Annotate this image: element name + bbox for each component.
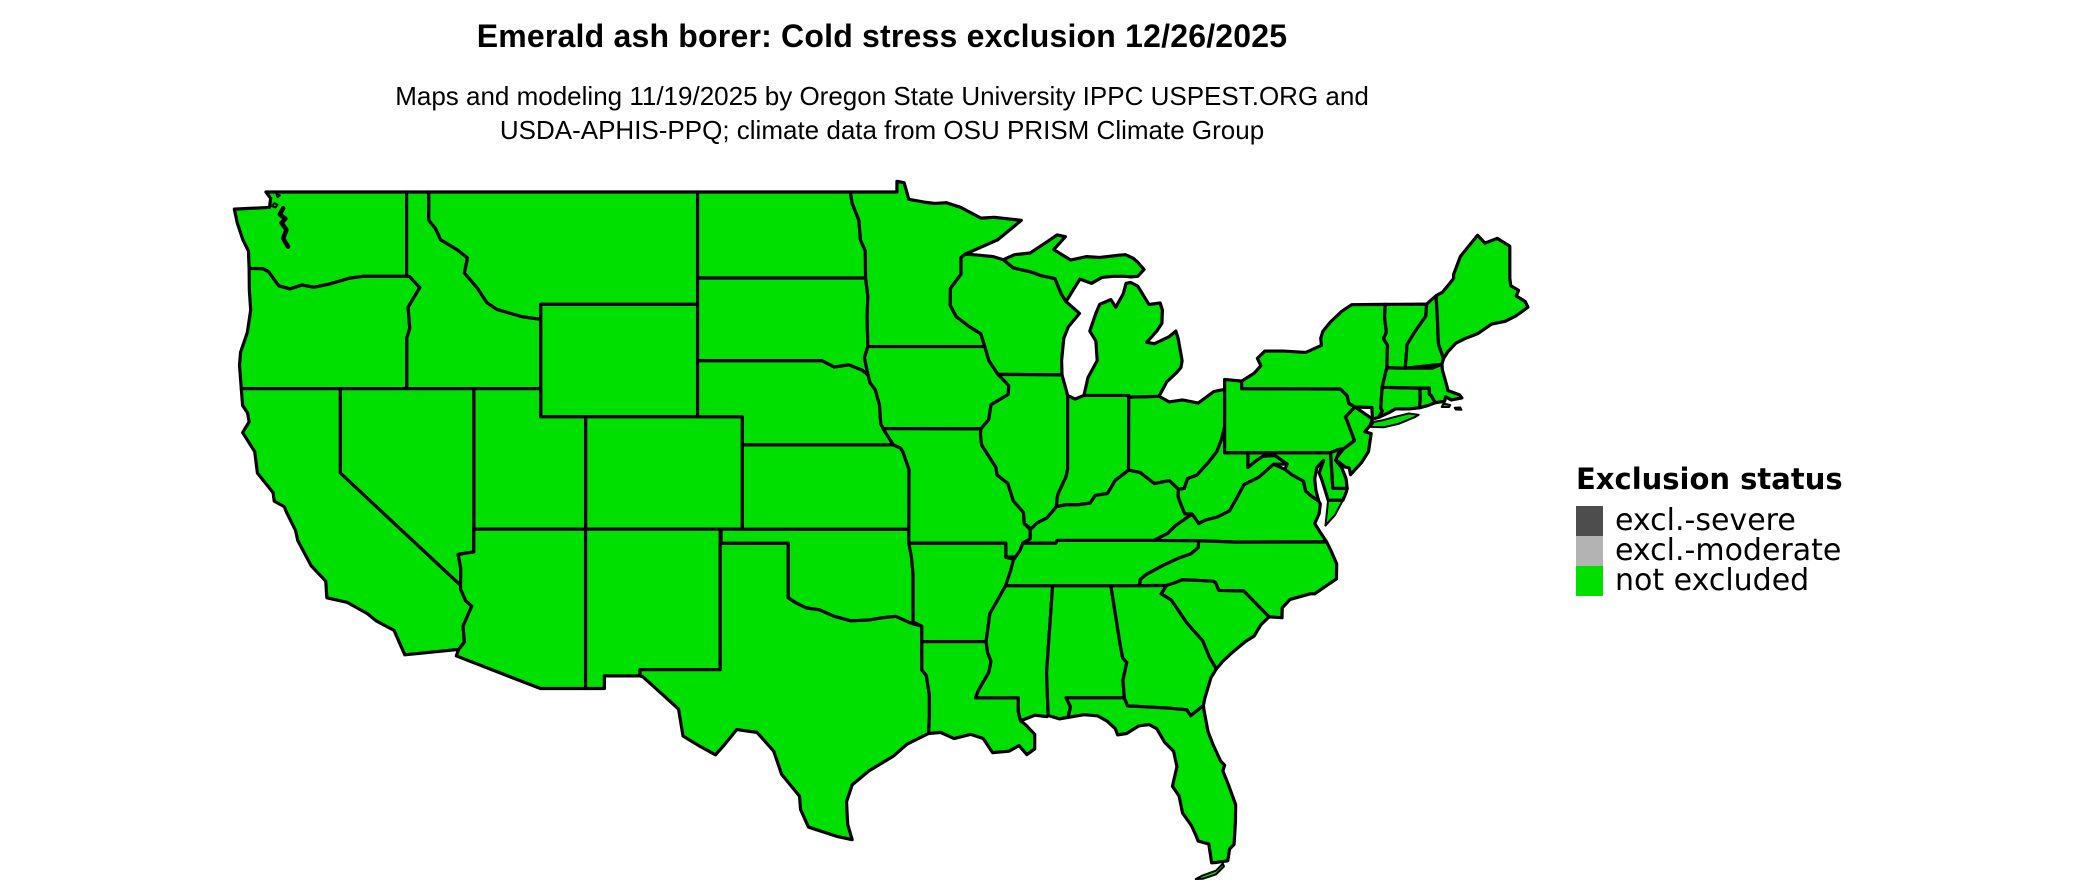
state-michigan-lower (1084, 282, 1182, 397)
legend-item-excl-severe: excl.-severe (1576, 506, 1843, 536)
page-title: Emerald ash borer: Cold stress exclusion… (476, 18, 1288, 54)
florida-keys (1196, 864, 1224, 879)
legend-title: Exclusion status (1576, 462, 1843, 496)
subtitle-line-1: Maps and modeling 11/19/2025 by Oregon S… (395, 81, 1369, 111)
map-subtitle: Maps and modeling 11/19/2025 by Oregon S… (0, 79, 1764, 147)
not-excluded-color-swatch (1576, 566, 1603, 596)
state-oregon (240, 268, 420, 388)
severe-color-swatch (1576, 506, 1603, 536)
state-florida (1066, 698, 1236, 863)
legend-item-not-excluded: not excluded (1576, 566, 1843, 596)
state-arizona (456, 529, 585, 688)
state-iowa (864, 347, 1008, 429)
legend-item-label: excl.-moderate (1615, 533, 1842, 568)
state-new-mexico (586, 529, 721, 688)
state-new-jersey (1336, 407, 1373, 475)
state-south-dakota (698, 278, 868, 375)
long-island (1370, 413, 1418, 427)
map-projection-group (234, 181, 1528, 879)
state-wyoming (541, 304, 698, 416)
state-kansas (742, 445, 909, 529)
puget-sound-waterline (280, 208, 288, 246)
state-south-carolina (1161, 580, 1269, 669)
state-connecticut (1379, 387, 1421, 417)
state-maine (1436, 235, 1528, 358)
legend-item-excl-moderate: excl.-moderate (1576, 536, 1843, 566)
state-michigan-upper (1003, 235, 1144, 302)
san-juan-island (272, 203, 278, 207)
state-maryland (1248, 453, 1347, 501)
point-roberts-islet (276, 194, 279, 197)
nantucket (1455, 408, 1462, 410)
legend-item-label: not excluded (1615, 563, 1810, 598)
legend-item-label: excl.-severe (1615, 503, 1796, 538)
map-header: Emerald ash borer: Cold stress exclusion… (0, 18, 1764, 147)
state-colorado (586, 417, 743, 529)
state-virginia-eastern-shore (1325, 500, 1342, 525)
legend-exclusion-status: Exclusion status excl.-severe excl.-mode… (1576, 462, 1843, 596)
moderate-color-swatch (1576, 536, 1603, 566)
marthas-vineyard (1442, 404, 1451, 407)
state-north-dakota (698, 192, 866, 278)
subtitle-line-2: USDA-APHIS-PPQ; climate data from OSU PR… (499, 115, 1265, 145)
